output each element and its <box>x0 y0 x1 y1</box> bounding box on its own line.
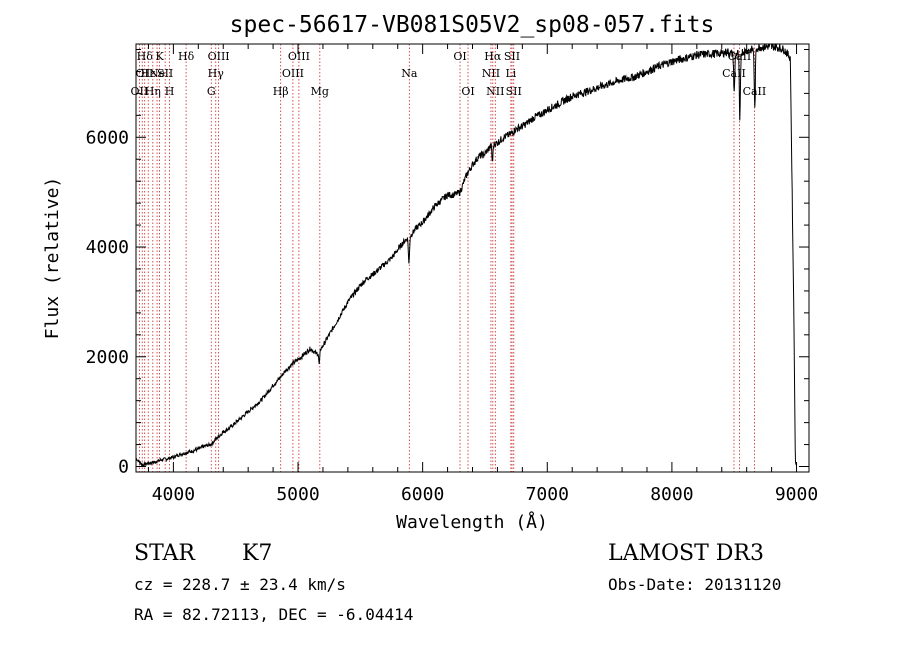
spectrum-line <box>135 43 797 467</box>
line-marker-label: Ne <box>149 67 165 80</box>
y-axis-label: Flux (relative) <box>42 177 63 340</box>
line-marker-label: OIII <box>208 50 230 63</box>
line-marker-label: Hβ <box>273 85 289 98</box>
line-marker-label: Hδ <box>137 50 154 63</box>
x-axis-ticks: 4000 5000 6000 7000 8000 9000 <box>147 44 818 505</box>
line-marker-label: NII <box>482 67 500 80</box>
line-marker-label: NII <box>486 85 504 98</box>
line-marker-label: Hα <box>484 50 502 63</box>
line-marker-label: SII <box>157 67 173 80</box>
line-marker-label: Mg <box>311 85 329 98</box>
y-tick-label: 6000 <box>86 127 129 148</box>
line-marker-label: OIII <box>288 50 310 63</box>
x-tick-label: 6000 <box>401 484 444 505</box>
spectrum-series <box>135 43 797 467</box>
line-marker-label: Hγ <box>208 67 225 80</box>
line-marker-label: OI <box>453 50 466 63</box>
y-tick-label: 0 <box>118 457 129 478</box>
line-marker-label: Li <box>505 67 516 80</box>
line-marker-label: K <box>155 50 164 63</box>
x-tick-label: 8000 <box>650 484 693 505</box>
line-marker-label: SII <box>506 85 522 98</box>
line-marker-label: OI <box>136 67 149 80</box>
coordinates: RA = 82.72113, DEC = -6.04414 <box>134 605 413 624</box>
line-marker-label: OI <box>461 85 474 98</box>
object-class: STAR <box>134 541 196 566</box>
redshift-value: cz = 228.7 ± 23.4 km/s <box>134 575 346 594</box>
emission-line-markers <box>138 44 755 472</box>
line-marker-label: Hε <box>141 67 157 80</box>
line-marker-label: Na <box>401 67 418 80</box>
y-tick-label: 4000 <box>86 237 129 258</box>
x-tick-label: 5000 <box>276 484 319 505</box>
line-marker-label: OII <box>131 85 149 98</box>
x-tick-label: 7000 <box>526 484 569 505</box>
survey-name: LAMOST DR3 <box>608 541 764 566</box>
line-marker-labels: OII OI Hδ Hε Hη Ne K SII H Hδ G Hγ OIII Hβ OIII OIII Mg N… <box>131 50 767 98</box>
plot-frame <box>135 43 810 473</box>
line-marker-label: G <box>207 85 216 98</box>
object-subclass: K7 <box>242 541 272 566</box>
chart-title: spec-56617-VB081S05V2_sp08-057.fits <box>230 12 715 38</box>
line-marker-label: OIII <box>282 67 304 80</box>
line-marker-label: CaII <box>722 67 746 80</box>
observation-date: Obs-Date: 20131120 <box>608 575 781 594</box>
line-marker-label: CaII <box>728 50 752 63</box>
line-marker-label: CaII <box>743 85 767 98</box>
y-axis-ticks: 0 2000 4000 6000 <box>86 48 809 478</box>
x-axis-label: Wavelength (Å) <box>396 511 548 533</box>
x-tick-label: 9000 <box>775 484 818 505</box>
line-marker-label: Hδ <box>178 50 195 63</box>
x-tick-label: 4000 <box>152 484 195 505</box>
y-tick-label: 2000 <box>86 347 129 368</box>
line-marker-label: H <box>165 85 175 98</box>
line-marker-label: SII <box>504 50 520 63</box>
line-marker-label: Hη <box>145 85 161 98</box>
